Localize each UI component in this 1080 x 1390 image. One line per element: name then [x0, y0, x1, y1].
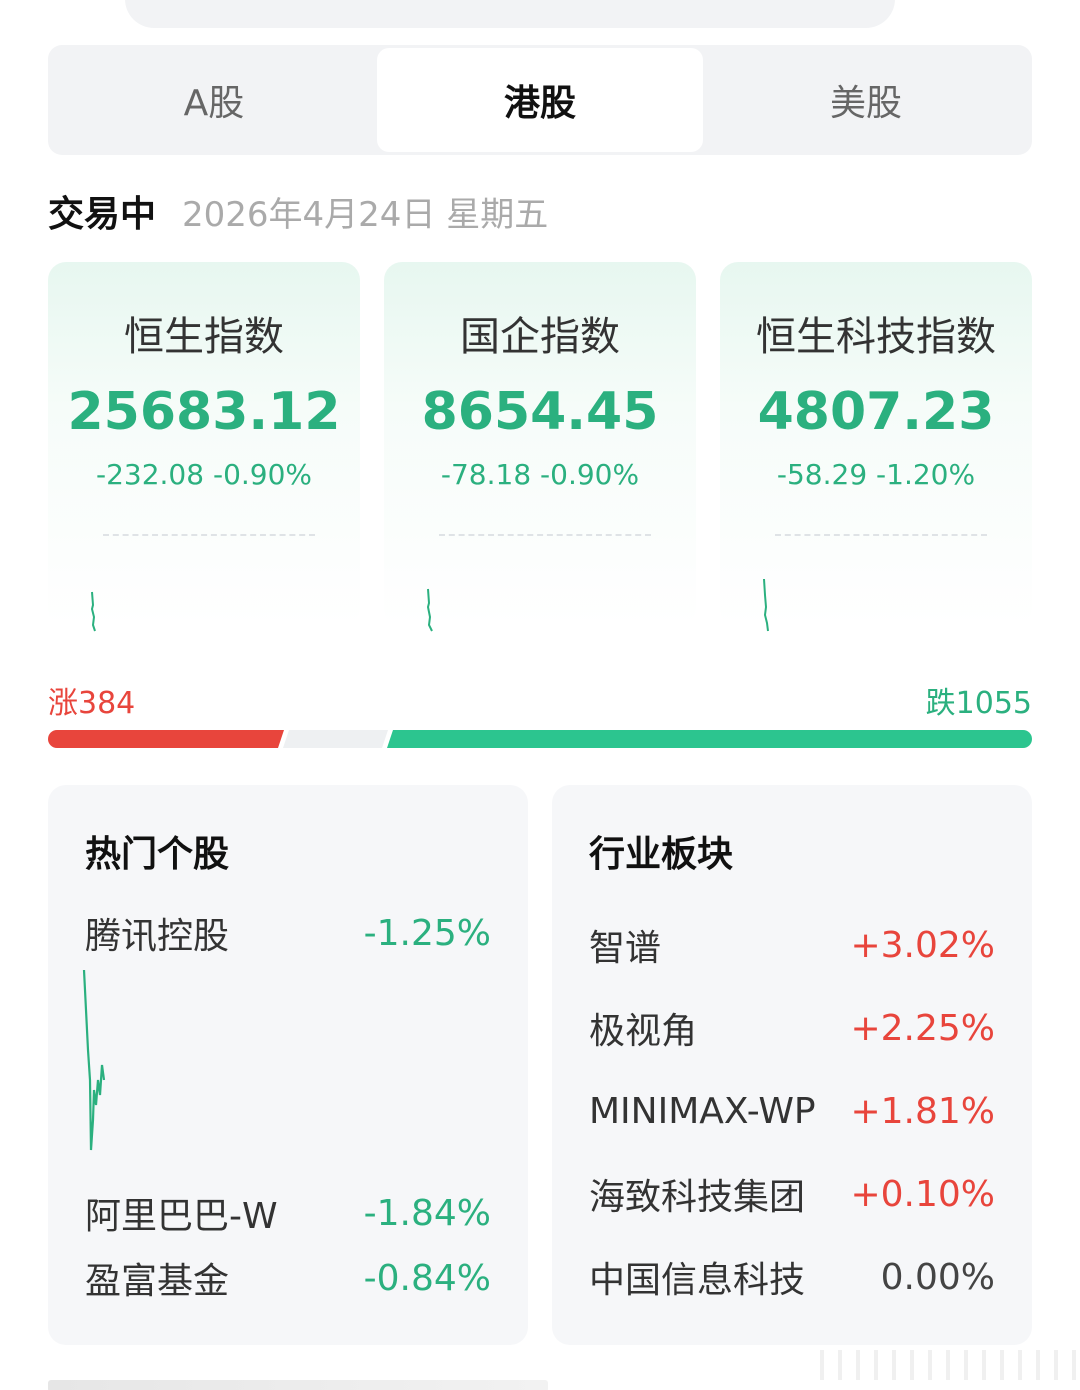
- sector-row[interactable]: 智谱 +3.02%: [589, 920, 995, 970]
- index-sparkline: [90, 591, 96, 632]
- hot-stock-row[interactable]: 阿里巴巴-W -1.84%: [85, 1188, 491, 1238]
- index-name: 恒生科技指数: [756, 314, 996, 360]
- index-value: 8654.45: [421, 382, 659, 442]
- index-card-hsi[interactable]: 恒生指数 25683.12 -232.08 -0.90%: [48, 262, 360, 632]
- breadth-bar-down: [387, 730, 1032, 748]
- index-change: -232.08 -0.90%: [95, 458, 313, 491]
- sector-change-pct: +2.25%: [850, 1007, 995, 1049]
- index-card-hscei[interactable]: 国企指数 8654.45 -78.18 -0.90%: [384, 262, 696, 632]
- sector-row[interactable]: MINIMAX-WP +1.81%: [589, 1086, 995, 1136]
- breadth-bar-flat: [283, 730, 388, 748]
- stock-sparkline: [82, 969, 106, 1151]
- sector-name: 极视角: [589, 1011, 698, 1052]
- stock-change-pct: -1.84%: [363, 1192, 491, 1234]
- baseline-dashed: [439, 534, 651, 536]
- breadth-bar-up: [48, 730, 284, 748]
- sector-name: 中国信息科技: [589, 1260, 806, 1301]
- index-sparkline: [426, 588, 433, 632]
- sector-change-pct: 0.00%: [880, 1256, 995, 1298]
- stock-name: 盈富基金: [85, 1261, 230, 1302]
- stock-name: 阿里巴巴-W: [85, 1196, 278, 1237]
- watermark-stripes: [820, 1350, 1080, 1380]
- tab-hk-shares[interactable]: 港股: [377, 48, 703, 152]
- stock-change-pct: -1.25%: [363, 912, 491, 954]
- index-change: -78.18 -0.90%: [440, 458, 640, 491]
- market-tabs: A股 港股 美股: [48, 45, 1032, 155]
- sector-name: MINIMAX-WP: [589, 1090, 816, 1132]
- search-bar[interactable]: [125, 0, 895, 28]
- index-change: -58.29 -1.20%: [776, 458, 976, 491]
- sector-change-pct: +1.81%: [850, 1090, 995, 1132]
- sector-change-pct: +0.10%: [850, 1173, 995, 1215]
- breadth-bar: [48, 730, 1032, 748]
- advancers-count: 涨384: [48, 686, 136, 721]
- sector-name: 海致科技集团: [589, 1177, 806, 1218]
- sector-name: 智谱: [589, 928, 662, 969]
- index-sparkline: [763, 578, 769, 632]
- hot-stock-row[interactable]: 腾讯控股 -1.25%: [85, 908, 491, 958]
- index-name: 恒生指数: [124, 314, 284, 360]
- decliners-count: 跌1055: [925, 686, 1032, 721]
- trading-date: 2026年4月24日 星期五: [182, 195, 549, 235]
- sector-row[interactable]: 中国信息科技 0.00%: [589, 1252, 995, 1302]
- sector-change-pct: +3.02%: [850, 924, 995, 966]
- index-card-hstech[interactable]: 恒生科技指数 4807.23 -58.29 -1.20%: [720, 262, 1032, 632]
- sector-title: 行业板块: [589, 834, 734, 875]
- baseline-dashed: [103, 534, 315, 536]
- tab-us-shares[interactable]: 美股: [829, 83, 902, 124]
- index-value: 25683.12: [67, 382, 341, 442]
- hot-stocks-panel: 热门个股 腾讯控股 -1.25% 阿里巴巴-W -1.84% 盈富基金 -0.8…: [48, 785, 528, 1345]
- index-name: 国企指数: [460, 314, 620, 360]
- market-status: 交易中 2026年4月24日 星期五: [48, 185, 548, 237]
- hot-stock-row[interactable]: 盈富基金 -0.84%: [85, 1253, 491, 1303]
- baseline-dashed: [775, 534, 987, 536]
- stock-change-pct: -0.84%: [363, 1257, 491, 1299]
- sector-row[interactable]: 海致科技集团 +0.10%: [589, 1169, 995, 1219]
- trading-status: 交易中: [48, 194, 157, 235]
- index-value: 4807.23: [757, 382, 995, 442]
- sector-panel: 行业板块 智谱 +3.02% 极视角 +2.25% MINIMAX-WP +1.…: [552, 785, 1032, 1345]
- hot-stocks-title: 热门个股: [85, 834, 230, 875]
- sector-row[interactable]: 极视角 +2.25%: [589, 1003, 995, 1053]
- tab-a-shares[interactable]: A股: [183, 83, 245, 124]
- stock-name: 腾讯控股: [85, 916, 230, 957]
- truncated-footer-text: [48, 1380, 548, 1390]
